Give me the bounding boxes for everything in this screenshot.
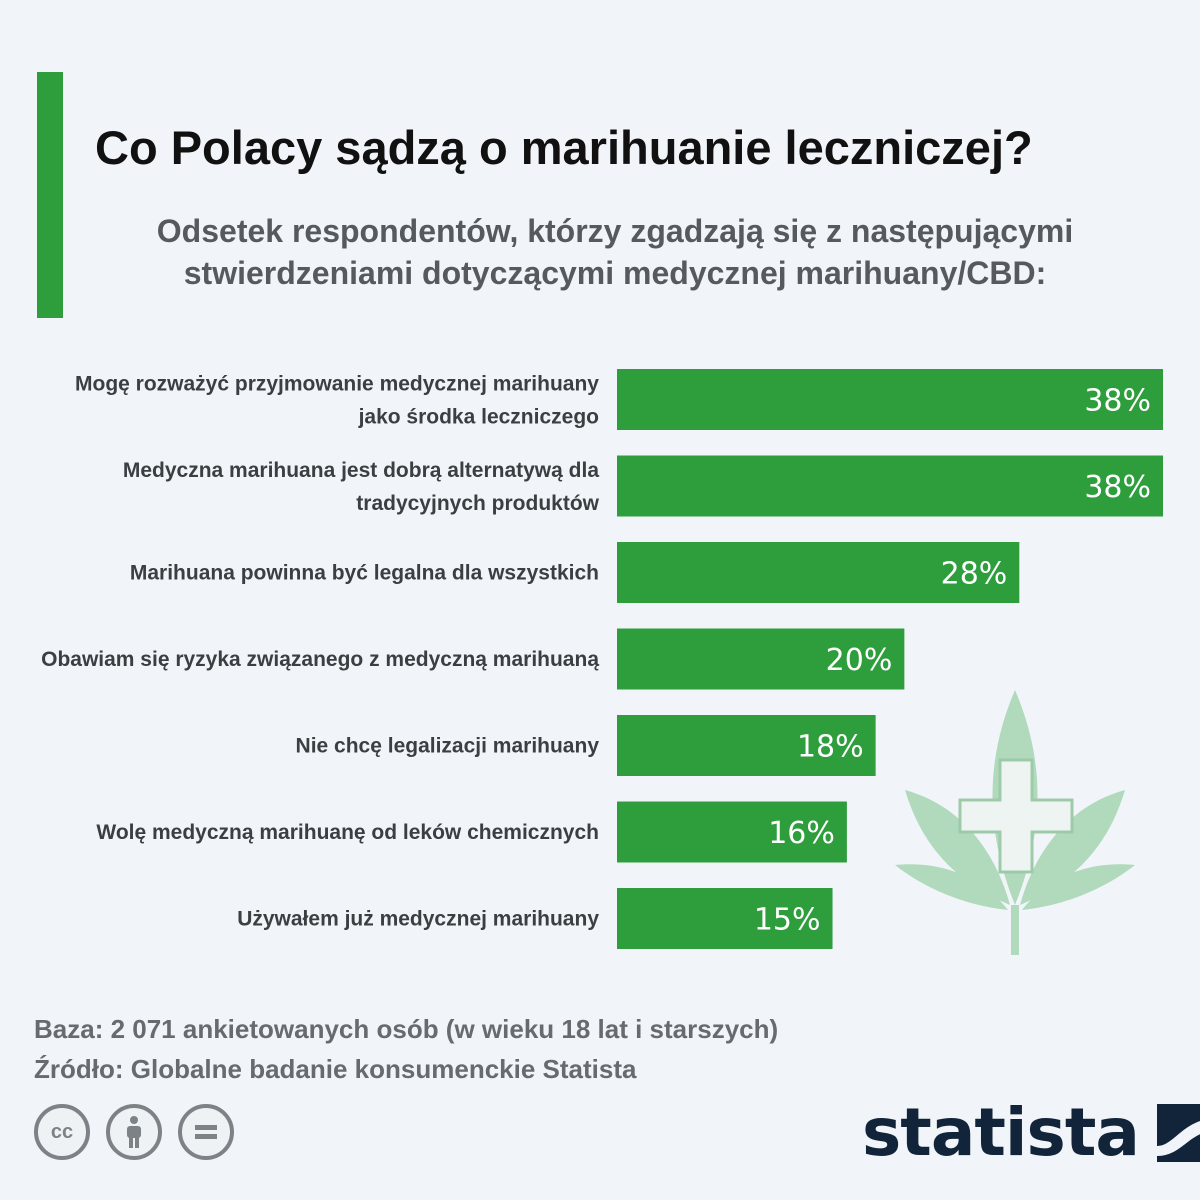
value-label-7: 15%	[754, 903, 821, 938]
category-label-6: Wolę medyczną marihuanę od leków chemicz…	[96, 821, 599, 844]
category-label-4: Obawiam się ryzyka związanego z medyczną…	[41, 648, 599, 671]
no-derivatives-icon	[178, 1104, 234, 1160]
bar-chart: 38% Mogę rozważyć przyjmowanie medycznej …	[41, 369, 1163, 955]
statista-logo: statista	[862, 1098, 1200, 1168]
brand-name: statista	[862, 1094, 1140, 1171]
category-label-7: Używałem już medycznej marihuany	[237, 908, 599, 931]
bar-6	[617, 801, 847, 863]
value-label-2: 38%	[1084, 470, 1151, 505]
bar-5	[617, 715, 876, 776]
bar-3	[617, 542, 1020, 603]
category-label-2-line-2: tradycyjnych produktów	[356, 492, 599, 515]
category-label-3: Marihuana powinna być legalna dla wszyst…	[130, 562, 599, 585]
chart-subtitle: Odsetek respondentów, którzy zgadzają si…	[70, 210, 1160, 294]
bar-4	[617, 628, 905, 690]
category-label-1-line-1: Mogę rozważyć przyjmowanie medycznej mar…	[75, 373, 599, 396]
value-label-3: 28%	[941, 557, 1008, 592]
license-badges: cc	[34, 1104, 234, 1160]
value-label-4: 20%	[826, 643, 893, 678]
attribution-person-icon	[106, 1104, 162, 1160]
bar-2	[617, 455, 1163, 517]
chart-title: Co Polacy sądzą o marihuanie leczniczej?	[95, 121, 1033, 174]
category-label-1-line-2: jako środka leczniczego	[358, 406, 599, 429]
footer-base-note: Baza: 2 071 ankietowanych osób (w wieku …	[34, 1014, 779, 1044]
category-label-5: Nie chcę legalizacji marihuany	[296, 735, 600, 758]
accent-bar	[37, 72, 63, 318]
value-label-5: 18%	[797, 730, 864, 765]
footer-source-note: Źródło: Globalne badanie konsumenckie St…	[34, 1054, 637, 1084]
cc-icon: cc	[34, 1104, 90, 1160]
cannabis-leaf-medical-cross-icon	[895, 690, 1135, 955]
category-label-2-line-1: Medyczna marihuana jest dobrą alternatyw…	[123, 459, 599, 482]
statista-wave-icon	[1156, 1104, 1200, 1162]
value-label-6: 16%	[768, 816, 835, 851]
subtitle-line-2: stwierdzeniami dotyczącymi medycznej mar…	[183, 255, 1047, 291]
value-label-1: 38%	[1084, 384, 1151, 419]
bar-7	[617, 888, 833, 949]
subtitle-line-1: Odsetek respondentów, którzy zgadzają si…	[156, 213, 1074, 249]
cc-icon-label: cc	[50, 1120, 74, 1143]
bar-1	[617, 369, 1163, 430]
